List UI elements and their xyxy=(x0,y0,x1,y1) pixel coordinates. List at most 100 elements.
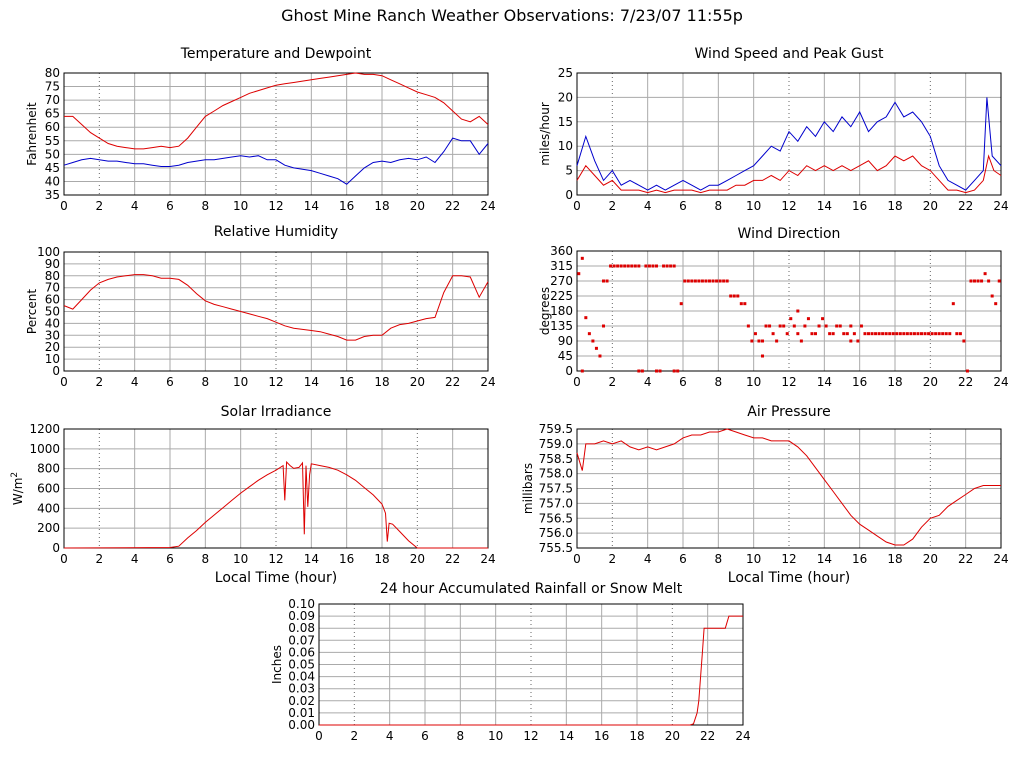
wdir-point xyxy=(771,332,775,336)
wdir-point xyxy=(739,302,743,306)
wdir-xtick: 4 xyxy=(644,375,652,389)
solar-title: Solar Irradiance xyxy=(221,404,332,420)
wdir-point xyxy=(969,279,973,283)
rain-xtick: 4 xyxy=(386,729,394,743)
wdir-point xyxy=(870,332,874,336)
wind-ytick: 15 xyxy=(558,115,573,129)
solar-ylabel: W/m2 xyxy=(10,472,25,505)
temp-frame xyxy=(63,72,489,196)
rh-frame xyxy=(63,251,489,372)
wdir-point xyxy=(679,302,683,306)
solar-ytick: 0 xyxy=(52,541,60,555)
wdir-point xyxy=(715,279,719,283)
wdir-xtick: 8 xyxy=(715,375,723,389)
wdir-point xyxy=(796,332,800,336)
wdir-point xyxy=(672,369,676,373)
wdir-point xyxy=(605,279,609,283)
wdir-point xyxy=(640,369,644,373)
wdir-point xyxy=(916,332,920,336)
rh-ytick: 10 xyxy=(45,352,60,366)
temp-xtick: 4 xyxy=(131,199,139,213)
rain-xtick: 24 xyxy=(735,729,750,743)
wdir-point xyxy=(831,332,835,336)
wdir-point xyxy=(817,324,821,328)
wind-series-1-line xyxy=(576,154,1002,194)
wdir-point xyxy=(958,332,962,336)
wdir-point xyxy=(920,332,923,336)
wind-xtick: 20 xyxy=(923,199,938,213)
solar-xtick: 10 xyxy=(233,552,248,566)
rh-ytick: 90 xyxy=(45,257,60,271)
wdir-point xyxy=(672,264,676,268)
wdir-point xyxy=(778,324,782,328)
wdir-point xyxy=(732,294,736,298)
wind-ytick: 0 xyxy=(565,188,573,202)
wind-series-0-line xyxy=(576,97,1002,191)
press-xtick: 16 xyxy=(852,552,867,566)
rh-xtick: 8 xyxy=(202,375,210,389)
wdir-point xyxy=(750,339,754,343)
wind-title: Wind Speed and Peak Gust xyxy=(695,46,884,62)
wdir-ytick: 45 xyxy=(558,349,573,363)
rh-xtick: 6 xyxy=(166,375,174,389)
wdir-point xyxy=(637,369,641,373)
wind-frame xyxy=(576,72,1002,196)
wdir-point xyxy=(700,279,704,283)
wdir-point xyxy=(598,354,602,358)
wdir-point xyxy=(810,332,814,336)
solar-ytick: 800 xyxy=(37,462,60,476)
wdir-point xyxy=(594,346,598,350)
wdir-point xyxy=(584,316,588,320)
rain-xtick: 2 xyxy=(351,729,359,743)
temp-xtick: 14 xyxy=(304,199,319,213)
wdir-point xyxy=(655,264,658,268)
wdir-point xyxy=(934,332,938,336)
wdir-point xyxy=(980,279,984,283)
temp-series-0-line xyxy=(64,72,489,150)
rh-ytick: 60 xyxy=(45,293,60,307)
wdir-point xyxy=(602,279,605,283)
wdir-point xyxy=(651,264,655,268)
wdir-point xyxy=(990,294,994,298)
rh-xtick: 4 xyxy=(131,375,139,389)
wdir-point xyxy=(987,279,991,283)
rain-xtick: 0 xyxy=(315,729,323,743)
rh-xtick: 0 xyxy=(60,375,68,389)
wdir-point xyxy=(630,264,634,268)
wind-xtick: 12 xyxy=(781,199,796,213)
press-xtick: 12 xyxy=(781,552,796,566)
temp-xtick: 2 xyxy=(96,199,104,213)
rh-ytick: 100 xyxy=(37,245,60,259)
wdir-ytick: 360 xyxy=(550,244,573,258)
solar-xtick: 18 xyxy=(374,552,389,566)
rain-xtick: 22 xyxy=(700,729,715,743)
solar-ytick: 400 xyxy=(37,501,60,515)
wdir-point xyxy=(856,339,860,343)
wdir-point xyxy=(948,332,952,336)
temp-xtick: 6 xyxy=(166,199,174,213)
rain-xtick: 8 xyxy=(457,729,465,743)
wind-xtick: 10 xyxy=(746,199,761,213)
temp-ytick: 75 xyxy=(45,80,60,94)
wdir-point xyxy=(849,324,853,328)
wdir-point xyxy=(693,279,697,283)
wdir-point xyxy=(877,332,881,336)
press-xtick: 14 xyxy=(817,552,832,566)
wind-xtick: 14 xyxy=(817,199,832,213)
temp-ylabel: Fahrenheit xyxy=(25,102,39,166)
wdir-point xyxy=(782,324,786,328)
page-title: Ghost Mine Ranch Weather Observations: 7… xyxy=(281,6,743,25)
rain-title: 24 hour Accumulated Rainfall or Snow Mel… xyxy=(380,581,683,597)
wdir-point xyxy=(937,332,941,336)
temp-xtick: 20 xyxy=(410,199,425,213)
wind-xtick: 0 xyxy=(573,199,581,213)
wdir-point xyxy=(789,317,793,321)
temp-ytick: 60 xyxy=(45,120,60,134)
solar-xtick: 0 xyxy=(60,552,68,566)
wdir-point xyxy=(587,332,591,336)
press-xtick: 0 xyxy=(573,552,581,566)
wdir-point xyxy=(867,332,870,336)
wdir-point xyxy=(775,339,779,343)
